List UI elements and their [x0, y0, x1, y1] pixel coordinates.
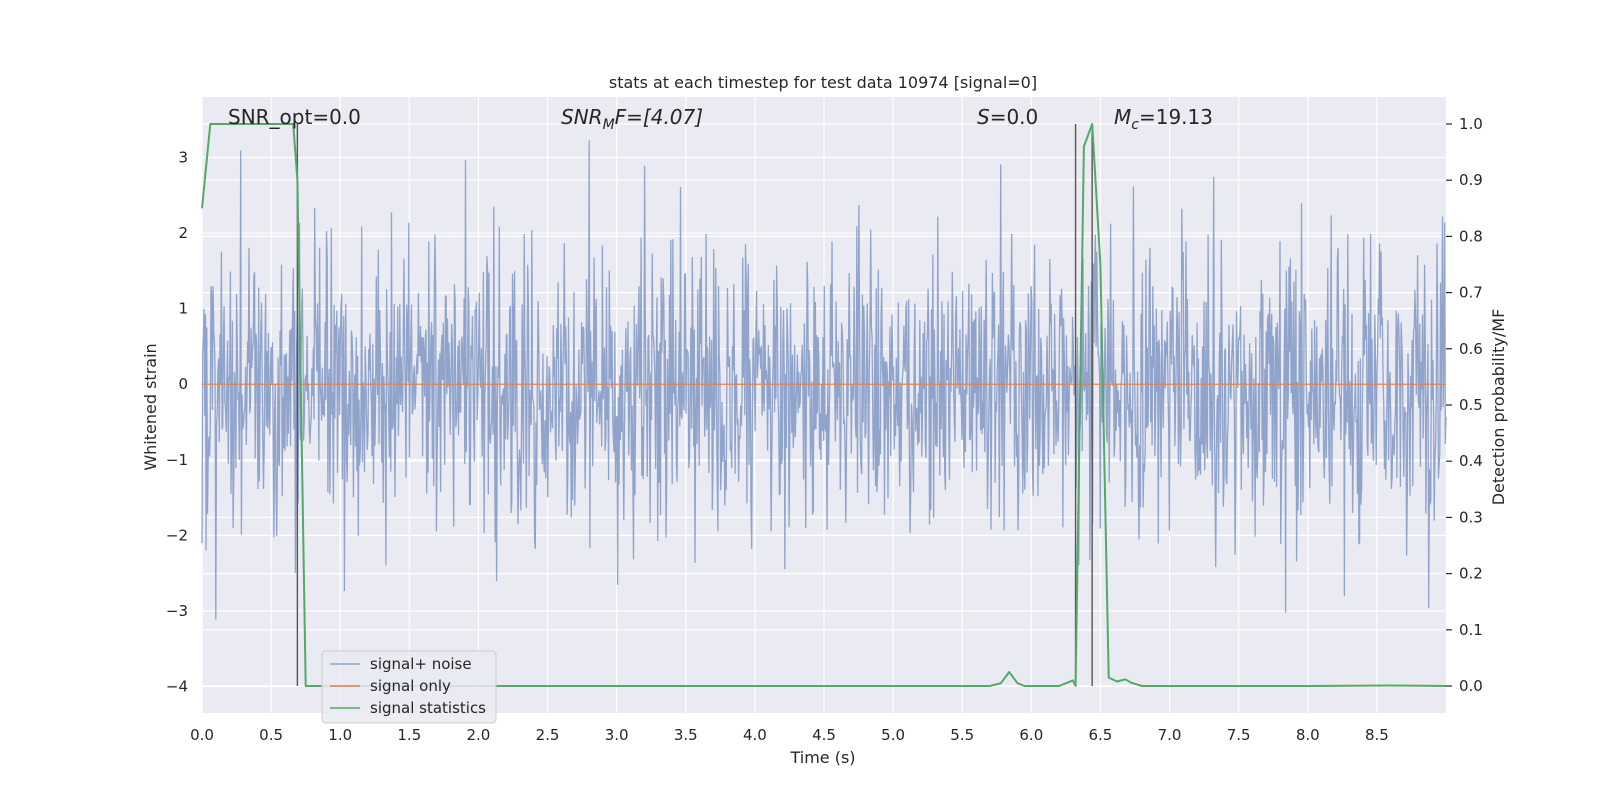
- x-tick-label: 4.0: [743, 726, 767, 744]
- x-tick-label: 6.0: [1019, 726, 1043, 744]
- x-tick-label: 7.5: [1227, 726, 1251, 744]
- y2-tick-label: 0.3: [1459, 508, 1483, 526]
- annotation-mc-rest: =19.13: [1139, 105, 1213, 129]
- y-axis-label: Whitened strain: [141, 343, 160, 470]
- y-tick-label: 0: [178, 375, 188, 393]
- x-tick-label: 5.0: [881, 726, 905, 744]
- y2-tick-label: 0.2: [1459, 565, 1483, 583]
- annotation-snr-mf-rest: F=[4.07]: [615, 105, 703, 129]
- annotation-s: S=0.0: [977, 105, 1038, 129]
- chart-title: stats at each timestep for test data 109…: [609, 73, 1037, 92]
- legend-label-signal-only: signal only: [370, 677, 451, 695]
- annotation-snr-mf-sub: M: [603, 117, 615, 133]
- x-tick-label: 3.5: [674, 726, 698, 744]
- legend-label-signal-statistics: signal statistics: [370, 699, 486, 717]
- x-tick-label: 2.0: [467, 726, 491, 744]
- y2-tick-label: 0.8: [1459, 227, 1483, 245]
- x-axis-ticks: 0.0 0.5 1.0 1.5 2.0 2.5 3.0 3.5 4.0 4.5 5.0 5.5 6.0 6…: [190, 726, 1389, 744]
- y2-tick-label: 0.6: [1459, 340, 1483, 358]
- x-tick-label: 6.5: [1089, 726, 1113, 744]
- x-tick-label: 1.0: [328, 726, 352, 744]
- y2-axis-label: Detection probability/MF: [1489, 309, 1508, 506]
- y2-axis-ticks: 0.0 0.1 0.2 0.3 0.4 0.5 0.6 0.7 0.8 0.9 1.0: [1446, 115, 1483, 695]
- statistics-line: [201, 123, 1447, 687]
- x-tick-label: 8.0: [1296, 726, 1320, 744]
- y-tick-label: 1: [178, 300, 188, 318]
- y-axis-ticks: −4 −3 −2 −1 0 1 2 3: [166, 148, 188, 695]
- annotation-s-base: S: [977, 105, 990, 129]
- series-signal-noise: [201, 140, 1447, 620]
- y-tick-label: 2: [178, 224, 188, 242]
- y2-tick-label: 0.1: [1459, 621, 1483, 639]
- legend-label-signal-noise: signal+ noise: [370, 655, 472, 673]
- annotation-snr-mf: SNRMF=[4.07]: [561, 105, 703, 133]
- y-tick-label: −4: [166, 678, 188, 696]
- series-signal-statistics: [201, 123, 1447, 687]
- annotation-mc: Mc=19.13: [1114, 105, 1213, 133]
- y2-tick-label: 1.0: [1459, 115, 1483, 133]
- y-tick-label: −3: [166, 602, 188, 620]
- legend: signal+ noise signal only signal statist…: [321, 650, 497, 724]
- y2-tick-label: 0.9: [1459, 171, 1483, 189]
- x-tick-label: 1.5: [397, 726, 421, 744]
- annotation-snr-mf-base: SNR: [561, 105, 603, 129]
- y2-tick-label: 0.0: [1459, 677, 1483, 695]
- x-tick-label: 2.5: [536, 726, 560, 744]
- noise-line: [201, 140, 1447, 620]
- annotation-snr-opt: SNR_opt=0.0: [228, 105, 361, 129]
- x-tick-label: 5.5: [950, 726, 974, 744]
- y2-tick-label: 0.7: [1459, 284, 1483, 302]
- y-tick-label: −2: [166, 526, 188, 544]
- x-tick-label: 8.5: [1365, 726, 1389, 744]
- x-tick-label: 0.0: [190, 726, 214, 744]
- x-tick-label: 4.5: [812, 726, 836, 744]
- x-tick-label: 7.0: [1158, 726, 1182, 744]
- x-tick-label: 0.5: [259, 726, 283, 744]
- annotation-mc-base: M: [1114, 105, 1131, 129]
- y2-tick-label: 0.5: [1459, 396, 1483, 414]
- y2-tick-label: 0.4: [1459, 452, 1483, 470]
- annotation-mc-sub: c: [1131, 117, 1139, 133]
- y-tick-label: −1: [166, 451, 188, 469]
- annotation-s-rest: =0.0: [990, 105, 1039, 129]
- x-tick-label: 3.0: [605, 726, 629, 744]
- y-tick-label: 3: [178, 148, 188, 166]
- x-axis-label: Time (s): [789, 748, 855, 767]
